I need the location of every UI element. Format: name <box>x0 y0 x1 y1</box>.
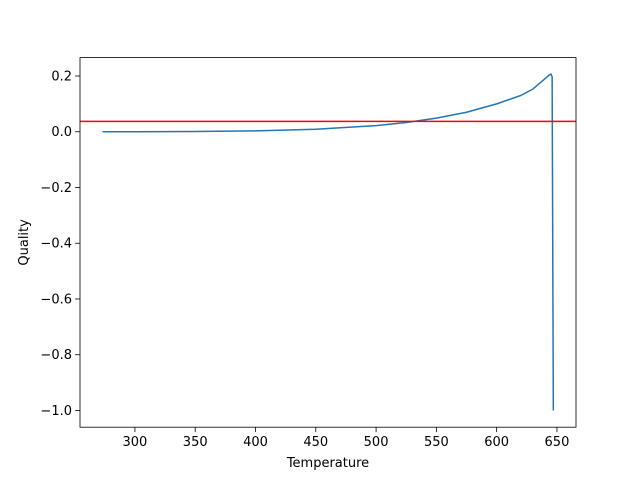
x-axis-label: Temperature <box>286 456 369 471</box>
axes-frame <box>79 57 577 428</box>
y-tick-label: 0.0 <box>51 125 72 140</box>
y-axis-label: Quality <box>17 219 32 266</box>
y-tick-label: −0.2 <box>40 181 72 196</box>
x-tick-label: 600 <box>484 435 509 450</box>
y-tick-label: 0.2 <box>51 69 72 84</box>
x-tick-label: 450 <box>303 435 328 450</box>
y-tick-label: −1.0 <box>40 404 72 419</box>
x-tick-label: 500 <box>364 435 389 450</box>
x-tick-label: 350 <box>183 435 208 450</box>
y-tick-label: −0.4 <box>40 237 72 252</box>
x-tick-label: 400 <box>243 435 268 450</box>
x-tick-label: 650 <box>545 435 570 450</box>
y-tick-label: −0.6 <box>40 292 72 307</box>
x-tick-label: 300 <box>123 435 148 450</box>
data-line <box>102 73 555 411</box>
y-tick-label: −0.8 <box>40 348 72 363</box>
x-tick-label: 550 <box>424 435 449 450</box>
